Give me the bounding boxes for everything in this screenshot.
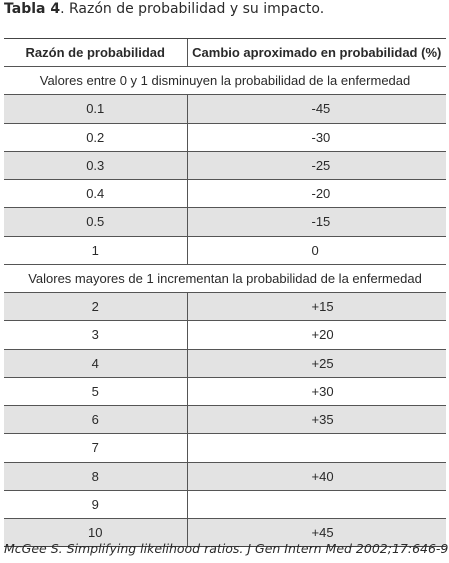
table-row: 3 +20 bbox=[4, 320, 446, 350]
header-row: Razón de probabilidad Cambio aproximado … bbox=[4, 38, 446, 67]
table-row: 5 +30 bbox=[4, 376, 446, 407]
ratio-cell: 7 bbox=[4, 433, 187, 463]
header-change: Cambio aproximado en probabilidad (%) bbox=[186, 38, 446, 67]
table-row: 0.5 -15 bbox=[4, 207, 446, 237]
change-cell: -25 bbox=[186, 150, 446, 181]
table-row: 4 +25 bbox=[4, 348, 446, 378]
table-row: 6 +35 bbox=[4, 404, 446, 435]
table-row: 2 +15 bbox=[4, 291, 446, 322]
change-cell bbox=[186, 489, 446, 520]
table-row: 0.2 -30 bbox=[4, 122, 446, 152]
change-cell: 0 bbox=[186, 235, 446, 265]
group-row-decrease-text: Valores entre 0 y 1 disminuyen la probab… bbox=[4, 65, 446, 96]
change-cell bbox=[186, 433, 446, 463]
group-row-increase-text: Valores mayores de 1 incrementan la prob… bbox=[4, 263, 446, 294]
caption-label: Tabla 4 bbox=[4, 1, 61, 17]
change-cell: +20 bbox=[186, 320, 446, 350]
change-cell: +35 bbox=[186, 404, 446, 435]
source-citation: McGee S. Simplifying likelihood ratios. … bbox=[4, 541, 449, 556]
table-row: 0.4 -20 bbox=[4, 178, 446, 209]
header-ratio: Razón de probabilidad bbox=[4, 38, 187, 67]
change-cell: +30 bbox=[186, 376, 446, 407]
ratio-cell: 0.1 bbox=[4, 94, 187, 124]
ratio-cell: 4 bbox=[4, 348, 187, 378]
ratio-cell: 6 bbox=[4, 404, 187, 435]
change-cell: -15 bbox=[186, 207, 446, 237]
ratio-cell: 0.2 bbox=[4, 122, 187, 152]
ratio-cell: 0.5 bbox=[4, 207, 187, 237]
ratio-cell: 1 bbox=[4, 235, 187, 265]
likelihood-ratio-table: Razón de probabilidad Cambio aproximado … bbox=[4, 38, 446, 548]
table-row: 0.3 -25 bbox=[4, 150, 446, 181]
ratio-cell: 8 bbox=[4, 461, 187, 491]
caption-text: . Razón de probabilidad y su impacto. bbox=[60, 1, 325, 17]
ratio-cell: 0.4 bbox=[4, 178, 187, 209]
change-cell: +45 bbox=[186, 517, 446, 548]
ratio-cell: 10 bbox=[4, 517, 187, 548]
change-cell: +40 bbox=[186, 461, 446, 491]
change-cell: -20 bbox=[186, 178, 446, 209]
table-row: 8 +40 bbox=[4, 461, 446, 491]
table-row: 7 bbox=[4, 433, 446, 463]
ratio-cell: 5 bbox=[4, 376, 187, 407]
change-cell: +15 bbox=[186, 291, 446, 322]
ratio-cell: 2 bbox=[4, 291, 187, 322]
group-row-decrease: Valores entre 0 y 1 disminuyen la probab… bbox=[4, 65, 446, 96]
change-cell: +25 bbox=[186, 348, 446, 378]
table-row: 9 bbox=[4, 489, 446, 520]
table-row: 10 +45 bbox=[4, 517, 446, 548]
table-caption: Tabla 4. Razón de probabilidad y su impa… bbox=[4, 1, 324, 17]
ratio-cell: 3 bbox=[4, 320, 187, 350]
change-cell: -30 bbox=[186, 122, 446, 152]
ratio-cell: 0.3 bbox=[4, 150, 187, 181]
change-cell: -45 bbox=[186, 94, 446, 124]
ratio-cell: 9 bbox=[4, 489, 187, 520]
group-row-increase: Valores mayores de 1 incrementan la prob… bbox=[4, 263, 446, 294]
table-row: 0.1 -45 bbox=[4, 94, 446, 124]
